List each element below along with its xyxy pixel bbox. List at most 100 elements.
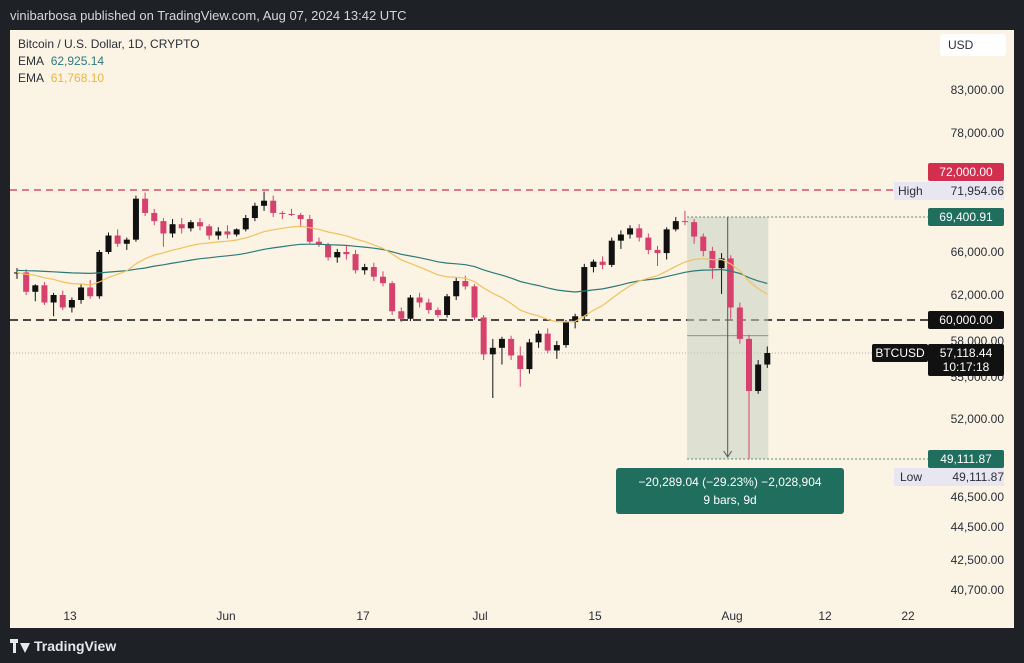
candle-body xyxy=(590,261,597,268)
candle xyxy=(526,338,533,374)
candle xyxy=(151,208,158,226)
candle xyxy=(645,233,652,255)
candle xyxy=(691,219,698,244)
candle xyxy=(590,259,597,273)
candle xyxy=(288,208,295,216)
candle-body xyxy=(370,267,377,277)
candle-body xyxy=(718,258,725,269)
candle-body xyxy=(389,283,396,312)
x-tick-label: 13 xyxy=(63,609,77,623)
currency-selector[interactable]: USD xyxy=(940,34,1006,56)
candle-body xyxy=(608,240,615,265)
high-marker-bg xyxy=(894,182,1004,200)
candle-body xyxy=(215,231,222,236)
candle xyxy=(261,191,268,211)
symbol-tag: BTCUSD xyxy=(875,346,925,360)
candle-body xyxy=(663,229,670,254)
candle xyxy=(498,336,505,365)
candle xyxy=(224,225,231,239)
candle-body xyxy=(123,239,130,244)
y-tick-label: 66,000.00 xyxy=(951,245,1005,259)
ema-fast-value: 61,768.10 xyxy=(50,71,105,85)
candle-body xyxy=(553,345,560,351)
candle-body xyxy=(691,222,698,237)
candle xyxy=(251,202,258,222)
candle xyxy=(517,346,524,387)
candlestick-chart[interactable]: 13 Jun 17 Jul 15 Aug 12 22 83,000.00 78,000.00 66… xyxy=(10,30,1014,628)
x-tick-label: 15 xyxy=(588,609,602,623)
candle xyxy=(425,298,432,314)
candle xyxy=(654,245,661,266)
candle-body xyxy=(41,285,48,303)
level-72000-label: 72,000.00 xyxy=(939,165,993,179)
candle xyxy=(352,249,359,274)
candle-body xyxy=(617,234,624,241)
candle xyxy=(242,214,249,232)
candle xyxy=(663,227,670,260)
candle-body xyxy=(498,338,505,348)
measure-info-line2: 9 bars, 9d xyxy=(703,493,756,507)
candle-body xyxy=(535,333,542,343)
candle-body xyxy=(736,307,743,339)
candle xyxy=(681,210,688,226)
candle xyxy=(608,237,615,268)
candle xyxy=(755,360,762,394)
candle-body xyxy=(517,355,524,370)
candle-body xyxy=(233,229,240,235)
candle xyxy=(453,277,460,300)
ema-slow-label: EMA xyxy=(18,54,45,68)
ema-slow-legend: EMA 62,925.14 xyxy=(18,53,200,70)
candle xyxy=(617,230,624,249)
ema-fast-legend: EMA 61,768.10 xyxy=(18,70,200,87)
x-tick-label: Jul xyxy=(472,609,487,623)
y-tick-label: 44,500.00 xyxy=(951,520,1005,534)
low-label: Low xyxy=(900,470,922,484)
measure-range-box xyxy=(687,216,928,460)
y-tick-label: 42,500.00 xyxy=(951,553,1005,567)
candle xyxy=(315,237,322,247)
candle xyxy=(334,248,341,263)
candle xyxy=(270,195,277,218)
candle xyxy=(544,328,551,354)
level-72000-label-bg xyxy=(928,163,1004,181)
tradingview-logo[interactable]: TradingView xyxy=(10,638,116,654)
candle-body xyxy=(627,228,634,235)
tradingview-brand: TradingView xyxy=(34,638,117,654)
candle xyxy=(370,262,377,282)
candle xyxy=(96,249,103,299)
candle xyxy=(764,346,771,368)
candle xyxy=(389,281,396,315)
candle-body xyxy=(398,311,405,319)
candle-body xyxy=(462,281,469,287)
candle xyxy=(563,320,569,348)
candles xyxy=(14,191,771,459)
x-tick-label: 22 xyxy=(901,609,915,623)
chart-area[interactable]: 13 Jun 17 Jul 15 Aug 12 22 83,000.00 78,000.00 66… xyxy=(10,30,1014,628)
candle-body xyxy=(297,214,304,220)
candle xyxy=(343,245,350,260)
y-tick-label: 83,000.00 xyxy=(951,83,1005,97)
candle xyxy=(160,218,167,247)
candle-body xyxy=(489,347,496,355)
candle xyxy=(14,268,20,279)
candle xyxy=(727,255,734,319)
chart-legend: Bitcoin / U.S. Dollar, 1D, CRYPTO EMA 62… xyxy=(18,36,200,87)
candle-body xyxy=(407,297,414,319)
x-tick-label: Jun xyxy=(216,609,235,623)
candle xyxy=(736,302,743,344)
y-tick-label: 46,500.00 xyxy=(951,490,1005,504)
range-bottom-label: 49,111.87 xyxy=(940,452,992,466)
candle xyxy=(41,282,48,305)
candle-body xyxy=(544,333,551,351)
candle xyxy=(197,218,203,231)
candle xyxy=(178,218,185,234)
candle-body xyxy=(105,235,112,252)
candle-body xyxy=(453,281,460,297)
candle xyxy=(114,229,121,247)
candle xyxy=(68,297,75,313)
candle xyxy=(599,256,606,270)
candle-body xyxy=(325,244,332,258)
candle-body xyxy=(581,267,588,317)
candle xyxy=(123,237,130,250)
candle-body xyxy=(132,198,139,240)
